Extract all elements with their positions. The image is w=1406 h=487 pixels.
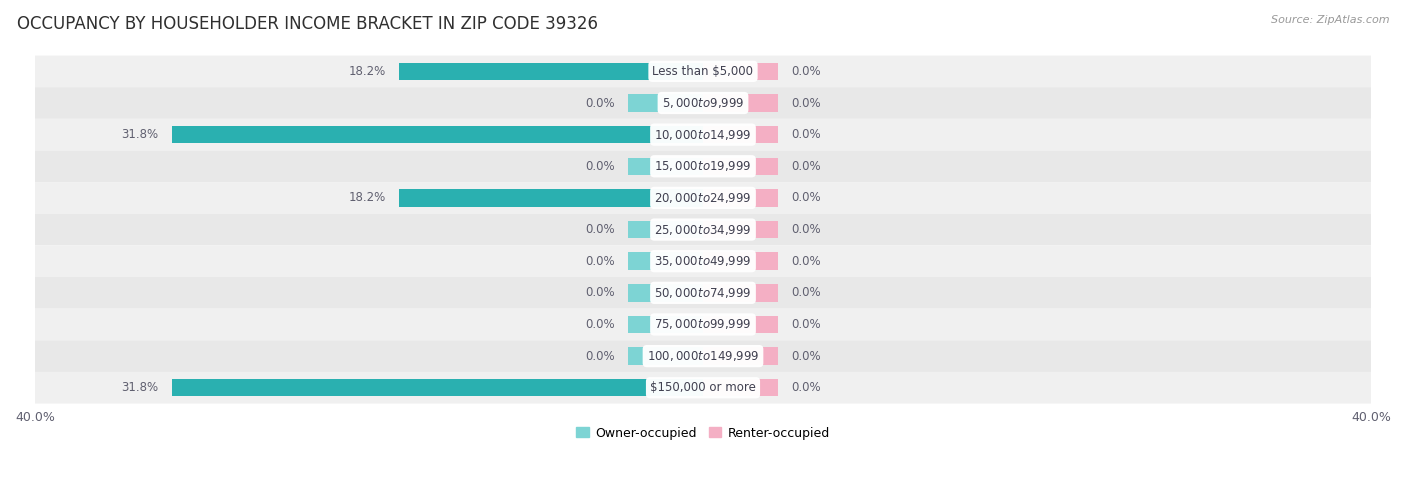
- Bar: [703, 94, 778, 112]
- Bar: [703, 126, 778, 143]
- Bar: [703, 158, 778, 175]
- Text: 0.0%: 0.0%: [585, 286, 614, 300]
- Text: $15,000 to $19,999: $15,000 to $19,999: [654, 159, 752, 173]
- Text: OCCUPANCY BY HOUSEHOLDER INCOME BRACKET IN ZIP CODE 39326: OCCUPANCY BY HOUSEHOLDER INCOME BRACKET …: [17, 15, 598, 33]
- FancyBboxPatch shape: [35, 87, 1371, 119]
- Text: 0.0%: 0.0%: [792, 96, 821, 110]
- Bar: [628, 284, 703, 301]
- Text: 0.0%: 0.0%: [585, 350, 614, 363]
- Bar: [703, 221, 778, 238]
- Text: 31.8%: 31.8%: [121, 381, 159, 394]
- Bar: [628, 94, 703, 112]
- Text: $5,000 to $9,999: $5,000 to $9,999: [662, 96, 744, 110]
- Text: $50,000 to $74,999: $50,000 to $74,999: [654, 286, 752, 300]
- Bar: [703, 189, 778, 206]
- Text: 0.0%: 0.0%: [792, 381, 821, 394]
- Bar: [628, 221, 703, 238]
- Text: 0.0%: 0.0%: [792, 191, 821, 205]
- Text: 0.0%: 0.0%: [585, 255, 614, 268]
- Text: 31.8%: 31.8%: [121, 128, 159, 141]
- Text: 0.0%: 0.0%: [585, 96, 614, 110]
- Bar: [399, 63, 703, 80]
- Bar: [628, 158, 703, 175]
- Bar: [703, 379, 778, 396]
- Bar: [172, 379, 703, 396]
- Text: 18.2%: 18.2%: [349, 65, 385, 78]
- FancyBboxPatch shape: [35, 119, 1371, 150]
- Text: 0.0%: 0.0%: [792, 223, 821, 236]
- Text: 0.0%: 0.0%: [585, 223, 614, 236]
- Text: 0.0%: 0.0%: [792, 286, 821, 300]
- Text: $35,000 to $49,999: $35,000 to $49,999: [654, 254, 752, 268]
- Bar: [703, 284, 778, 301]
- Text: 0.0%: 0.0%: [585, 318, 614, 331]
- FancyBboxPatch shape: [35, 214, 1371, 245]
- Text: $25,000 to $34,999: $25,000 to $34,999: [654, 223, 752, 237]
- Text: 0.0%: 0.0%: [792, 350, 821, 363]
- Text: $100,000 to $149,999: $100,000 to $149,999: [647, 349, 759, 363]
- FancyBboxPatch shape: [35, 277, 1371, 309]
- FancyBboxPatch shape: [35, 150, 1371, 182]
- Bar: [399, 189, 703, 206]
- FancyBboxPatch shape: [35, 309, 1371, 340]
- Text: $20,000 to $24,999: $20,000 to $24,999: [654, 191, 752, 205]
- Text: 0.0%: 0.0%: [792, 128, 821, 141]
- Text: 0.0%: 0.0%: [792, 160, 821, 173]
- Text: 0.0%: 0.0%: [792, 318, 821, 331]
- FancyBboxPatch shape: [35, 340, 1371, 372]
- Text: 18.2%: 18.2%: [349, 191, 385, 205]
- Text: 0.0%: 0.0%: [792, 65, 821, 78]
- Bar: [628, 316, 703, 333]
- Text: $75,000 to $99,999: $75,000 to $99,999: [654, 318, 752, 332]
- Bar: [628, 252, 703, 270]
- Text: $150,000 or more: $150,000 or more: [650, 381, 756, 394]
- Bar: [172, 126, 703, 143]
- Bar: [628, 347, 703, 365]
- Bar: [703, 63, 778, 80]
- Text: 0.0%: 0.0%: [585, 160, 614, 173]
- Text: $10,000 to $14,999: $10,000 to $14,999: [654, 128, 752, 142]
- Bar: [703, 252, 778, 270]
- Text: Source: ZipAtlas.com: Source: ZipAtlas.com: [1271, 15, 1389, 25]
- FancyBboxPatch shape: [35, 372, 1371, 404]
- FancyBboxPatch shape: [35, 245, 1371, 277]
- Text: 0.0%: 0.0%: [792, 255, 821, 268]
- Bar: [703, 316, 778, 333]
- Legend: Owner-occupied, Renter-occupied: Owner-occupied, Renter-occupied: [571, 422, 835, 445]
- FancyBboxPatch shape: [35, 182, 1371, 214]
- Text: Less than $5,000: Less than $5,000: [652, 65, 754, 78]
- FancyBboxPatch shape: [35, 56, 1371, 87]
- Bar: [703, 347, 778, 365]
